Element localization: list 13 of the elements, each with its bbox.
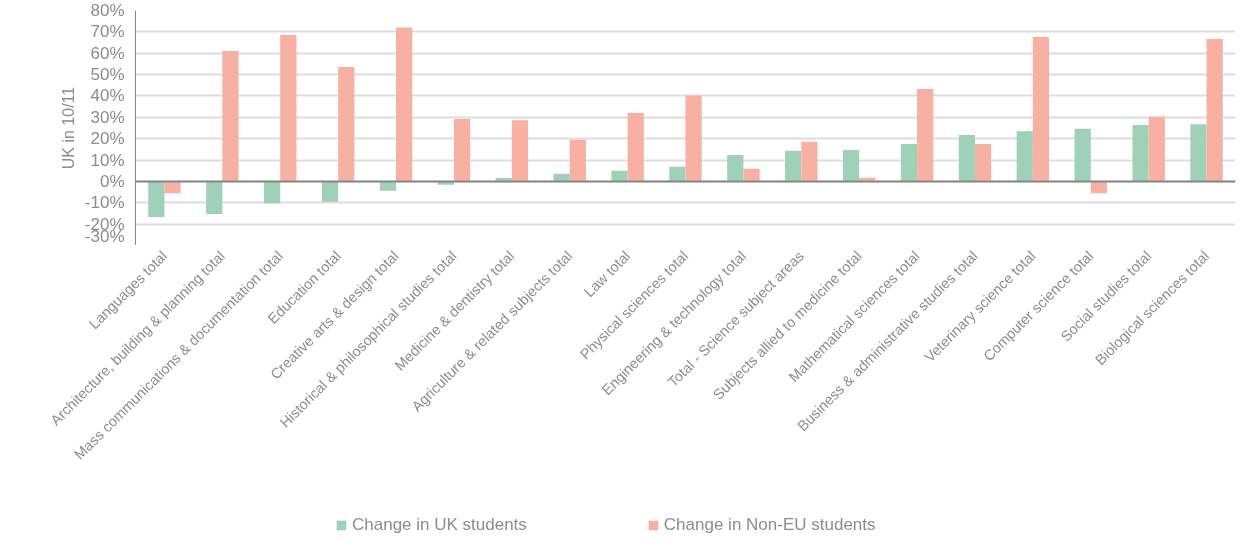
y-tick-label: 0% — [99, 171, 125, 191]
y-tick-label: 20% — [90, 129, 125, 149]
y-tick-label: 10% — [90, 150, 125, 170]
y-tick-label: 80% — [90, 1, 125, 20]
y-axis-title: UK in 10/11 — [59, 86, 77, 170]
y-tick-label: 50% — [90, 65, 125, 85]
y-tick-label: 30% — [90, 107, 125, 127]
legend-label: Change in UK students — [352, 515, 527, 535]
y-tick-label: -10% — [84, 193, 125, 213]
y-tick-label: 60% — [90, 43, 125, 63]
legend-label: Change in Non-EU students — [663, 515, 876, 535]
y-tick-label: 40% — [90, 86, 125, 106]
y-tick-label: 70% — [90, 22, 125, 42]
